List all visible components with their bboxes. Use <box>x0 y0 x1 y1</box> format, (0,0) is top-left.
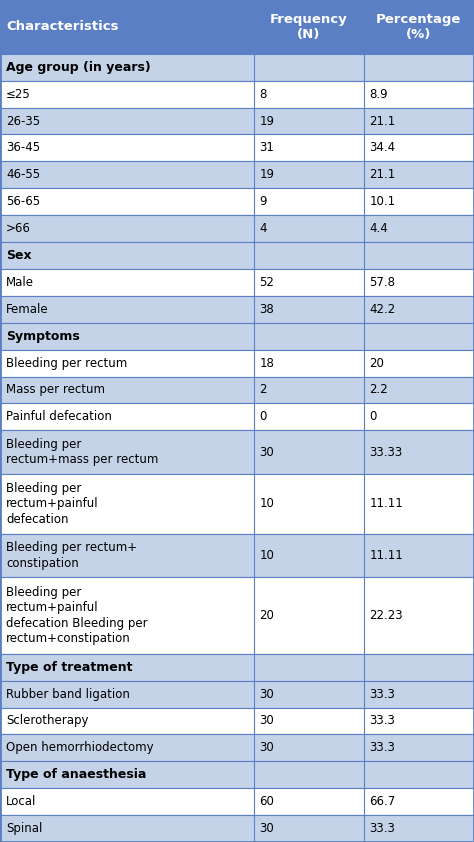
Text: Painful defecation: Painful defecation <box>6 410 112 424</box>
Text: Type of treatment: Type of treatment <box>6 661 133 674</box>
Text: 2.2: 2.2 <box>370 383 388 397</box>
Bar <box>0 474 474 534</box>
Text: Bleeding per
rectum+painful
defecation Bleeding per
rectum+constipation: Bleeding per rectum+painful defecation B… <box>6 586 147 645</box>
Text: Male: Male <box>6 276 34 289</box>
Text: 66.7: 66.7 <box>370 795 396 808</box>
Text: Bleeding per rectum+
constipation: Bleeding per rectum+ constipation <box>6 541 137 570</box>
Text: 33.3: 33.3 <box>370 822 395 835</box>
Text: Type of anaesthesia: Type of anaesthesia <box>6 768 146 781</box>
Text: 21.1: 21.1 <box>370 168 396 181</box>
Text: 0: 0 <box>370 410 377 424</box>
Text: 10: 10 <box>260 549 274 562</box>
Text: 30: 30 <box>260 715 274 727</box>
Text: Bleeding per rectum: Bleeding per rectum <box>6 356 127 370</box>
Text: 33.3: 33.3 <box>370 715 395 727</box>
Text: ≤25: ≤25 <box>6 88 31 101</box>
Text: Local: Local <box>6 795 36 808</box>
Bar <box>0 376 474 403</box>
Bar <box>0 403 474 430</box>
Bar <box>0 349 474 376</box>
Text: 30: 30 <box>260 822 274 835</box>
Text: 36-45: 36-45 <box>6 141 40 154</box>
Bar <box>0 108 474 135</box>
Bar <box>0 242 474 269</box>
Text: 33.3: 33.3 <box>370 741 395 754</box>
Text: Symptoms: Symptoms <box>6 330 80 343</box>
Bar <box>0 578 474 653</box>
Text: 57.8: 57.8 <box>370 276 396 289</box>
Text: 38: 38 <box>260 303 274 316</box>
Text: 19: 19 <box>260 115 274 127</box>
Bar <box>0 815 474 842</box>
Bar <box>0 162 474 189</box>
Text: 46-55: 46-55 <box>6 168 40 181</box>
Text: Percentage
(%): Percentage (%) <box>376 13 462 41</box>
Text: 4: 4 <box>260 222 267 235</box>
Bar <box>0 54 474 81</box>
Text: 33.3: 33.3 <box>370 688 395 701</box>
Bar <box>0 135 474 162</box>
Text: 8.9: 8.9 <box>370 88 388 101</box>
Text: 60: 60 <box>260 795 274 808</box>
Text: 56-65: 56-65 <box>6 195 40 208</box>
Text: 10.1: 10.1 <box>370 195 396 208</box>
Text: Sex: Sex <box>6 249 32 262</box>
Bar <box>0 707 474 734</box>
Text: 19: 19 <box>260 168 274 181</box>
Text: 20: 20 <box>370 356 384 370</box>
Bar <box>0 296 474 322</box>
Text: 0: 0 <box>260 410 267 424</box>
Text: Mass per rectum: Mass per rectum <box>6 383 105 397</box>
Text: 2: 2 <box>260 383 267 397</box>
Text: 26-35: 26-35 <box>6 115 40 127</box>
Text: Open hemorrhiodectomy: Open hemorrhiodectomy <box>6 741 154 754</box>
Text: Bleeding per
rectum+painful
defecation: Bleeding per rectum+painful defecation <box>6 482 99 525</box>
Text: 9: 9 <box>260 195 267 208</box>
Text: 42.2: 42.2 <box>370 303 396 316</box>
Text: Sclerotherapy: Sclerotherapy <box>6 715 89 727</box>
Text: 21.1: 21.1 <box>370 115 396 127</box>
Text: 8: 8 <box>260 88 267 101</box>
Bar <box>0 430 474 474</box>
Text: 34.4: 34.4 <box>370 141 396 154</box>
Bar <box>0 734 474 761</box>
Text: 4.4: 4.4 <box>370 222 388 235</box>
Bar <box>0 680 474 707</box>
Text: 30: 30 <box>260 741 274 754</box>
Bar <box>0 534 474 578</box>
Text: Rubber band ligation: Rubber band ligation <box>6 688 130 701</box>
Text: 30: 30 <box>260 445 274 459</box>
Text: 52: 52 <box>260 276 274 289</box>
Text: Bleeding per
rectum+mass per rectum: Bleeding per rectum+mass per rectum <box>6 438 158 466</box>
Text: Spinal: Spinal <box>6 822 42 835</box>
Text: 11.11: 11.11 <box>370 498 403 510</box>
Bar <box>0 81 474 108</box>
Text: Female: Female <box>6 303 49 316</box>
Bar <box>0 0 474 54</box>
Text: Characteristics: Characteristics <box>6 20 118 34</box>
Text: Frequency
(N): Frequency (N) <box>270 13 347 41</box>
Text: 33.33: 33.33 <box>370 445 403 459</box>
Bar <box>0 788 474 815</box>
Bar <box>0 216 474 242</box>
Text: >66: >66 <box>6 222 31 235</box>
Text: 30: 30 <box>260 688 274 701</box>
Text: 22.23: 22.23 <box>370 609 403 622</box>
Text: 18: 18 <box>260 356 274 370</box>
Bar <box>0 322 474 349</box>
Text: Age group (in years): Age group (in years) <box>6 61 151 74</box>
Bar <box>0 761 474 788</box>
Text: 31: 31 <box>260 141 274 154</box>
Text: 10: 10 <box>260 498 274 510</box>
Text: 11.11: 11.11 <box>370 549 403 562</box>
Text: 20: 20 <box>260 609 274 622</box>
Bar <box>0 269 474 296</box>
Bar <box>0 653 474 680</box>
Bar <box>0 189 474 216</box>
